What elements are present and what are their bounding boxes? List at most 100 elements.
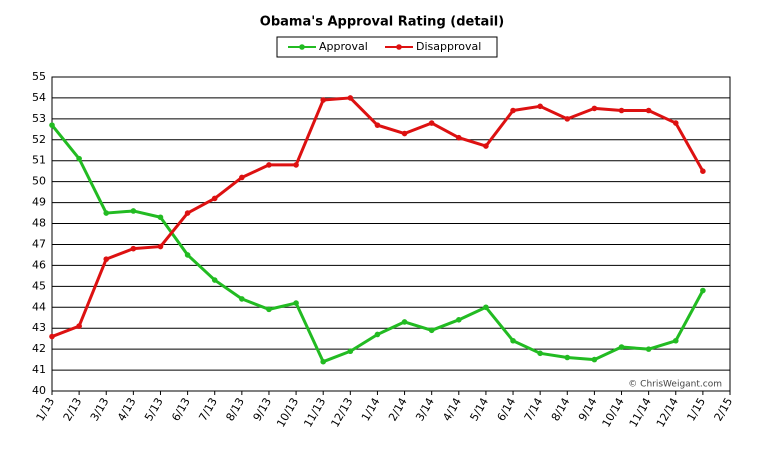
x-tick-label: 8/14 [549, 396, 573, 424]
point [184, 252, 191, 258]
x-tick-label: 7/14 [522, 396, 546, 424]
point [537, 103, 543, 110]
x-tick-label: 12/14 [654, 396, 681, 430]
point [510, 107, 516, 114]
legend-marker [299, 44, 305, 50]
x-tick-label: 2/14 [386, 396, 410, 424]
point [320, 97, 327, 103]
x-tick-label: 1/13 [34, 396, 58, 424]
y-tick-label: 44 [32, 300, 46, 313]
x-tick-label: 11/14 [627, 396, 654, 430]
x-tick-label: 9/14 [576, 396, 600, 424]
x-tick-label: 10/13 [274, 396, 301, 430]
point [456, 134, 462, 141]
point [483, 143, 489, 149]
point [76, 323, 82, 329]
point [157, 243, 164, 250]
y-tick-label: 49 [32, 196, 46, 209]
point [157, 214, 164, 221]
y-tick-label: 48 [32, 217, 46, 230]
x-tick-label: 5/13 [142, 396, 166, 424]
x-tick-label: 2/15 [712, 396, 736, 424]
y-tick-label: 52 [32, 133, 46, 146]
x-tick-label: 4/13 [115, 396, 139, 424]
point [347, 348, 354, 355]
point [374, 331, 381, 338]
y-tick-label: 46 [32, 258, 46, 271]
point [374, 122, 381, 128]
point [103, 210, 110, 216]
chart-title: Obama's Approval Rating (detail) [260, 15, 504, 30]
point [103, 256, 110, 262]
watermark: © ChrisWeigant.com [628, 380, 722, 390]
point [510, 337, 516, 344]
x-tick-label: 12/13 [328, 396, 355, 430]
point [49, 122, 55, 128]
y-tick-label: 43 [32, 321, 46, 334]
point [700, 287, 706, 294]
point [347, 95, 354, 101]
y-tick-label: 41 [32, 363, 46, 376]
x-tick-label: 10/14 [600, 396, 627, 430]
point [239, 296, 245, 302]
plot-border [51, 76, 731, 392]
point [700, 168, 706, 174]
x-tick-label: 3/14 [413, 396, 437, 424]
series-line [51, 96, 705, 338]
x-tick-label: 6/14 [495, 396, 519, 424]
x-tick-label: 8/13 [223, 396, 247, 424]
point [672, 337, 679, 344]
point [184, 210, 191, 216]
point [591, 356, 598, 363]
y-tick-label: 40 [32, 384, 46, 397]
point [428, 120, 435, 126]
point [564, 116, 571, 122]
y-tick-label: 47 [32, 237, 46, 250]
x-tick-label: 1/15 [684, 396, 708, 424]
point [293, 300, 299, 306]
point [293, 162, 299, 168]
x-tick-label: 7/13 [196, 396, 220, 424]
point [130, 245, 137, 252]
point [49, 333, 55, 340]
point [483, 304, 489, 311]
y-tick-label: 51 [32, 154, 46, 167]
point [618, 107, 625, 114]
legend-marker [396, 44, 402, 50]
x-tick-label: 5/14 [468, 396, 492, 424]
point [266, 162, 272, 168]
y-tick-label: 54 [32, 91, 46, 104]
point [266, 306, 272, 313]
y-tick-label: 53 [32, 112, 46, 125]
x-tick-label: 9/13 [251, 396, 275, 424]
point [239, 174, 245, 181]
point [645, 346, 652, 352]
point [564, 354, 571, 361]
point [320, 358, 327, 365]
point [645, 107, 652, 114]
x-tick-label: 3/13 [88, 396, 112, 424]
point [401, 319, 408, 325]
point [211, 277, 218, 283]
x-tick-label: 1/14 [359, 396, 383, 424]
y-tick-label: 45 [32, 279, 46, 292]
point [130, 208, 137, 214]
x-tick-label: 2/13 [61, 396, 85, 424]
y-tick-label: 42 [32, 342, 46, 355]
legend-label: Disapproval [416, 40, 481, 53]
point [428, 327, 435, 334]
point [456, 317, 462, 323]
point [618, 344, 625, 350]
point [211, 195, 218, 202]
y-tick-label: 55 [32, 70, 46, 83]
legend-label: Approval [319, 40, 368, 53]
x-tick-label: 4/14 [440, 396, 464, 424]
y-tick-label: 50 [32, 175, 46, 188]
point [537, 350, 543, 357]
point [76, 155, 82, 162]
x-tick-label: 11/13 [301, 396, 328, 430]
x-tick-label: 6/13 [169, 396, 193, 424]
point [401, 130, 408, 137]
point [591, 105, 598, 112]
